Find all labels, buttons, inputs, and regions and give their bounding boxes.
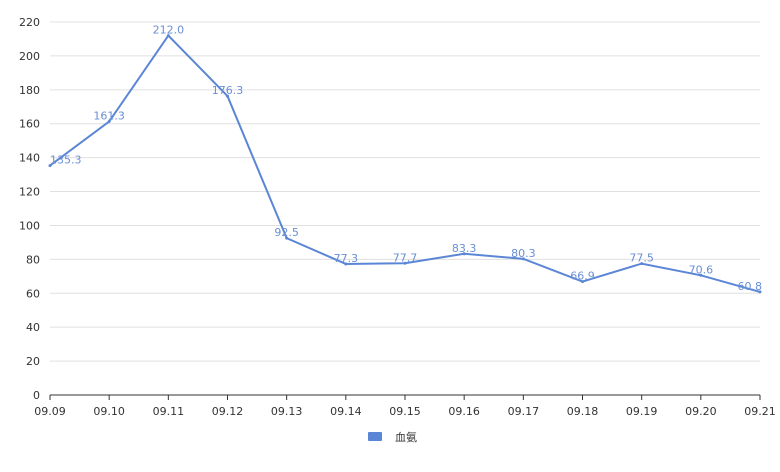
data-label: 135.3 bbox=[50, 154, 82, 167]
data-point[interactable] bbox=[166, 34, 170, 38]
data-label: 77.7 bbox=[393, 251, 418, 264]
data-label: 176.3 bbox=[212, 84, 244, 97]
x-tick-label: 09.12 bbox=[212, 405, 244, 418]
x-tick-label: 09.19 bbox=[626, 405, 658, 418]
data-point[interactable] bbox=[521, 257, 525, 261]
data-point[interactable] bbox=[699, 273, 703, 277]
x-tick-label: 09.15 bbox=[389, 405, 421, 418]
y-tick-label: 220 bbox=[19, 16, 40, 29]
gridlines bbox=[50, 21, 760, 362]
x-tick-label: 09.21 bbox=[744, 405, 776, 418]
data-point[interactable] bbox=[344, 262, 348, 266]
data-label: 77.5 bbox=[629, 252, 654, 265]
legend-label: 血氨 bbox=[395, 430, 417, 444]
data-point[interactable] bbox=[285, 236, 289, 240]
y-tick-label: 180 bbox=[19, 84, 40, 97]
x-tick-label: 09.09 bbox=[34, 405, 66, 418]
data-label: 161.3 bbox=[93, 110, 125, 123]
data-label: 83.3 bbox=[452, 242, 477, 255]
data-point[interactable] bbox=[758, 290, 762, 294]
y-tick-label: 0 bbox=[33, 389, 40, 402]
x-tick-label: 09.20 bbox=[685, 405, 717, 418]
data-point[interactable] bbox=[226, 94, 229, 98]
data-label: 66.9 bbox=[570, 270, 595, 283]
y-tick-label: 60 bbox=[26, 287, 40, 300]
x-tick-label: 09.13 bbox=[271, 405, 303, 418]
y-axis: 0 20 40 60 80 100 120 140 160 180 200 220 bbox=[19, 16, 40, 402]
data-label: 80.3 bbox=[511, 247, 536, 260]
data-points bbox=[48, 34, 762, 294]
y-tick-label: 80 bbox=[26, 253, 40, 266]
y-tick-label: 120 bbox=[19, 186, 40, 199]
data-label: 92.5 bbox=[274, 226, 299, 239]
x-tick-label: 09.14 bbox=[330, 405, 362, 418]
y-tick-label: 140 bbox=[19, 152, 40, 165]
x-axis: 09.09 09.10 09.11 09.12 09.13 09.14 09.15 09.16… bbox=[34, 394, 776, 418]
legend[interactable]: 血氨 bbox=[368, 430, 417, 444]
y-tick-label: 160 bbox=[19, 118, 40, 131]
y-tick-label: 200 bbox=[19, 50, 40, 63]
data-label: 70.6 bbox=[689, 263, 714, 276]
data-labels: 135.3 161.3 212.0 176.3 92.5 77.3 77.7 83.3 80.3… bbox=[50, 24, 762, 293]
y-tick-label: 20 bbox=[26, 355, 40, 368]
x-tick-label: 09.18 bbox=[567, 405, 599, 418]
x-tick-label: 09.17 bbox=[508, 405, 540, 418]
y-tick-label: 40 bbox=[26, 321, 40, 334]
data-point[interactable] bbox=[640, 262, 644, 266]
data-label: 212.0 bbox=[153, 24, 185, 37]
x-tick-label: 09.11 bbox=[153, 405, 185, 418]
data-point[interactable] bbox=[581, 280, 584, 284]
legend-swatch bbox=[368, 432, 382, 441]
data-point[interactable] bbox=[107, 120, 111, 124]
x-tick-label: 09.16 bbox=[448, 405, 480, 418]
data-point[interactable] bbox=[403, 261, 407, 265]
data-label: 77.3 bbox=[334, 252, 359, 265]
y-tick-label: 100 bbox=[19, 219, 40, 232]
x-tick-label: 09.10 bbox=[93, 405, 125, 418]
data-point[interactable] bbox=[48, 164, 52, 168]
data-point[interactable] bbox=[462, 252, 466, 256]
data-label: 60.8 bbox=[738, 280, 763, 293]
